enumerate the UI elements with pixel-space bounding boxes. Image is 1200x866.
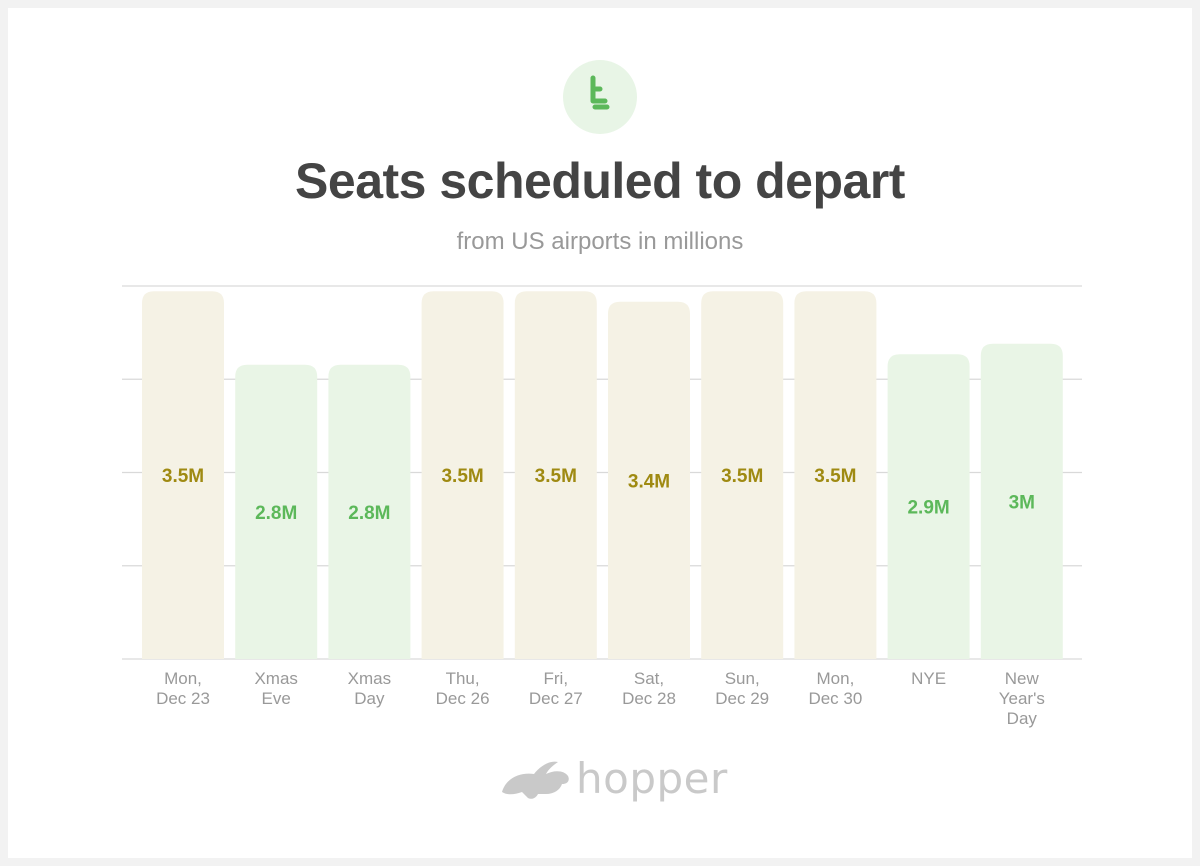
data-label: 3.5M — [721, 466, 763, 487]
data-label: 3.5M — [441, 466, 483, 487]
x-tick-label: New — [1005, 669, 1040, 688]
chart-title: Seats scheduled to depart — [295, 153, 905, 209]
brand-wordmark: hopper — [576, 754, 728, 803]
data-label: 3.4M — [628, 471, 670, 492]
bunny-icon — [502, 761, 569, 799]
x-tick-label: Dec 30 — [808, 689, 862, 708]
x-tick-label: Day — [354, 689, 385, 708]
x-tick-label: Day — [1007, 709, 1038, 728]
x-tick-label: Eve — [262, 689, 291, 708]
x-tick-label: Xmas — [254, 669, 297, 688]
seat-icon — [563, 60, 637, 134]
x-tick-label: Fri, — [544, 669, 569, 688]
bar — [608, 301, 690, 659]
bar — [980, 343, 1063, 659]
x-tick-label: Dec 23 — [156, 689, 210, 708]
data-label: 3.5M — [162, 466, 204, 487]
data-label: 3M — [1009, 492, 1035, 513]
x-tick-label: Dec 28 — [622, 689, 676, 708]
x-tick-label: Xmas — [348, 669, 391, 688]
hopper-logo: hopper — [498, 752, 727, 808]
chart-subtitle: from US airports in millions — [456, 228, 744, 255]
x-tick-label: Dec 26 — [436, 689, 490, 708]
x-tick-label: Dec 29 — [715, 689, 769, 708]
x-tick-label: Year's — [999, 689, 1045, 708]
bar — [514, 291, 597, 659]
data-label: 2.8M — [348, 503, 390, 524]
data-label: 2.9M — [907, 498, 949, 519]
data-label: 3.5M — [814, 466, 856, 487]
x-tick-label: NYE — [911, 669, 946, 688]
bar — [328, 364, 411, 659]
bar — [142, 291, 224, 659]
data-label: 3.5M — [535, 466, 577, 487]
x-tick-label: Thu, — [446, 669, 480, 688]
bar — [701, 291, 784, 659]
bar — [421, 291, 504, 659]
x-tick-label: Sun, — [725, 669, 760, 688]
x-tick-label: Dec 27 — [529, 689, 583, 708]
x-tick-label: Sat, — [634, 669, 664, 688]
bar — [794, 291, 877, 659]
bar — [887, 354, 970, 659]
x-tick-label: Mon, — [817, 669, 855, 688]
bar — [235, 364, 318, 659]
x-tick-label: Mon, — [164, 669, 202, 688]
data-label: 2.8M — [255, 503, 297, 524]
